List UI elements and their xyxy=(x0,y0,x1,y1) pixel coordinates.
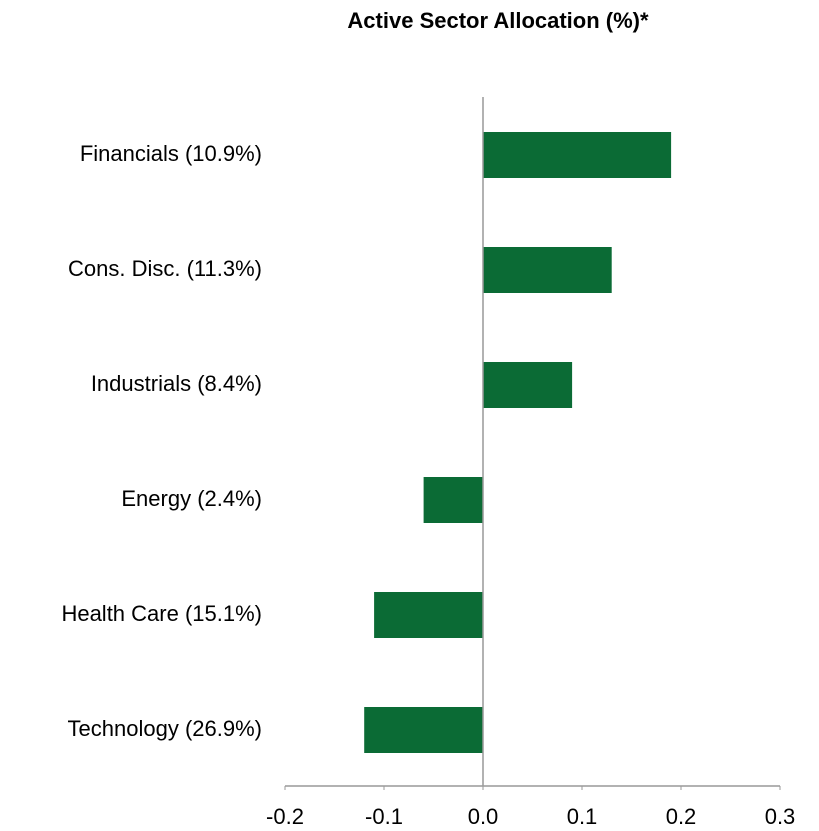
y-tick-label: Health Care (15.1%) xyxy=(61,601,262,626)
bar xyxy=(423,477,483,523)
y-tick-label: Technology (26.9%) xyxy=(68,716,262,741)
y-tick-label: Energy (2.4%) xyxy=(121,486,262,511)
bar xyxy=(364,707,483,753)
bar xyxy=(483,247,612,293)
chart-title: Active Sector Allocation (%)* xyxy=(347,8,649,33)
x-tick-label: 0.3 xyxy=(765,804,796,829)
x-tick-label: 0.2 xyxy=(666,804,697,829)
y-tick-label: Industrials (8.4%) xyxy=(91,371,262,396)
y-tick-label: Financials (10.9%) xyxy=(80,141,262,166)
bar xyxy=(374,592,483,638)
y-tick-label: Cons. Disc. (11.3%) xyxy=(68,256,262,281)
x-tick-label: 0.0 xyxy=(468,804,499,829)
x-tick-label: -0.1 xyxy=(365,804,403,829)
x-tick-label: 0.1 xyxy=(567,804,598,829)
bar xyxy=(483,132,672,178)
x-tick-label: -0.2 xyxy=(266,804,304,829)
bar xyxy=(483,362,573,408)
